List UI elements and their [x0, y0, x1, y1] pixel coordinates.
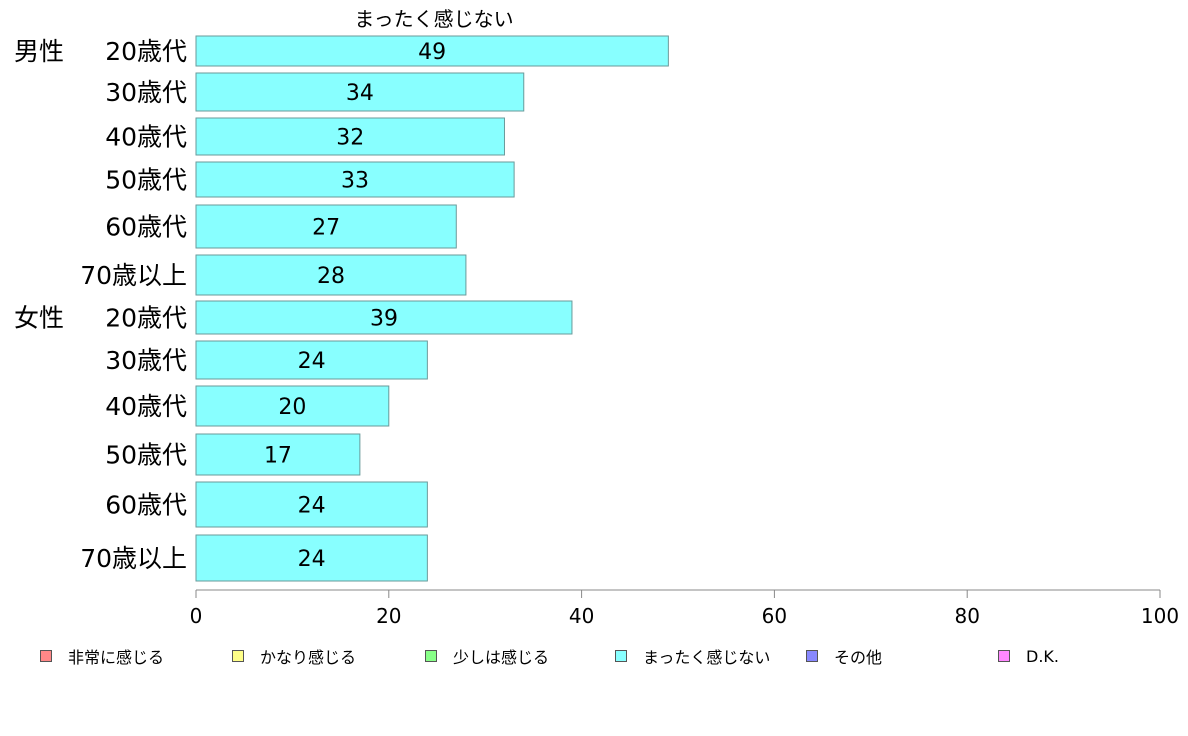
bar-chart: まったく感じない 49 20歳代 男性 34 30歳代 32 40歳代 33 50歳代 27 60歳… — [14, 7, 1179, 628]
bar — [195, 481, 428, 528]
category-label: 50歳代 — [105, 441, 187, 470]
legend-swatch — [615, 650, 627, 662]
bar — [195, 204, 457, 249]
x-tick-label: 80 — [954, 604, 979, 628]
group-label: 男性 — [14, 37, 64, 66]
bar-value-label: 28 — [317, 264, 345, 289]
bar-value-label: 20 — [278, 395, 306, 420]
category-label: 60歳代 — [105, 491, 187, 520]
bar — [195, 161, 515, 198]
bar-value-label: 24 — [298, 349, 326, 374]
category-label: 70歳以上 — [80, 261, 187, 290]
bar-value-label: 32 — [336, 126, 364, 151]
bar-value-label: 24 — [298, 547, 326, 572]
bar — [195, 385, 390, 427]
category-label: 50歳代 — [105, 166, 187, 195]
bar — [195, 72, 525, 112]
group-label: 女性 — [14, 304, 64, 333]
category-label: 30歳代 — [105, 78, 187, 107]
category-label: 60歳代 — [105, 213, 187, 242]
bar — [195, 534, 428, 582]
bars-layer: 49 20歳代 男性 34 30歳代 32 40歳代 33 50歳代 27 60歳代 28 70歳以上 3… — [14, 35, 669, 582]
bar-value-label: 17 — [264, 444, 292, 469]
legend-label: かなり感じる — [260, 648, 357, 667]
legend-item: まったく感じない — [615, 645, 770, 667]
category-label: 40歳代 — [105, 123, 187, 152]
x-tick-label: 20 — [376, 604, 401, 628]
bar — [195, 433, 361, 476]
x-tick-label: 60 — [762, 604, 787, 628]
legend-label: その他 — [834, 648, 883, 667]
legend-item: 少しは感じる — [425, 645, 549, 667]
legend-item: 非常に感じる — [40, 645, 164, 667]
category-label: 30歳代 — [105, 346, 187, 375]
x-axis: 0 20 40 60 80 100 — [190, 589, 1179, 628]
category-label: 20歳代 — [105, 304, 187, 333]
bar-value-label: 33 — [341, 169, 369, 194]
bar — [195, 254, 467, 296]
bar-value-label: 24 — [298, 494, 326, 519]
legend-swatch — [425, 650, 437, 662]
bar-value-label: 49 — [418, 40, 446, 65]
bar — [195, 117, 505, 156]
bar — [195, 340, 428, 380]
chart-title: まったく感じない — [354, 7, 513, 31]
bar-value-label: 39 — [370, 307, 398, 332]
legend-item: その他 — [806, 645, 882, 667]
bar — [195, 300, 573, 335]
legend-swatch — [40, 650, 52, 662]
bar-value-label: 34 — [346, 81, 374, 106]
bar — [195, 35, 669, 67]
category-label: 40歳代 — [105, 392, 187, 421]
legend-label: D.K. — [1026, 646, 1059, 666]
legend-item: かなり感じる — [232, 645, 356, 667]
x-tick-label: 100 — [1141, 604, 1179, 628]
legend-swatch — [806, 650, 818, 662]
bar-value-label: 27 — [312, 216, 340, 241]
legend-label: まったく感じない — [643, 648, 771, 667]
legend-label: 非常に感じる — [68, 648, 165, 667]
legend-swatch — [232, 650, 244, 662]
legend-swatch — [998, 650, 1010, 662]
category-label: 20歳代 — [105, 37, 187, 66]
category-label: 70歳以上 — [80, 544, 187, 573]
legend-item: D.K. — [998, 645, 1059, 667]
x-tick-label: 40 — [569, 604, 594, 628]
x-tick-label: 0 — [190, 604, 203, 628]
legend: 非常に感じる かなり感じる 少しは感じる まったく感じない その他 D.K. — [0, 645, 1188, 667]
legend-label: 少しは感じる — [453, 648, 550, 667]
